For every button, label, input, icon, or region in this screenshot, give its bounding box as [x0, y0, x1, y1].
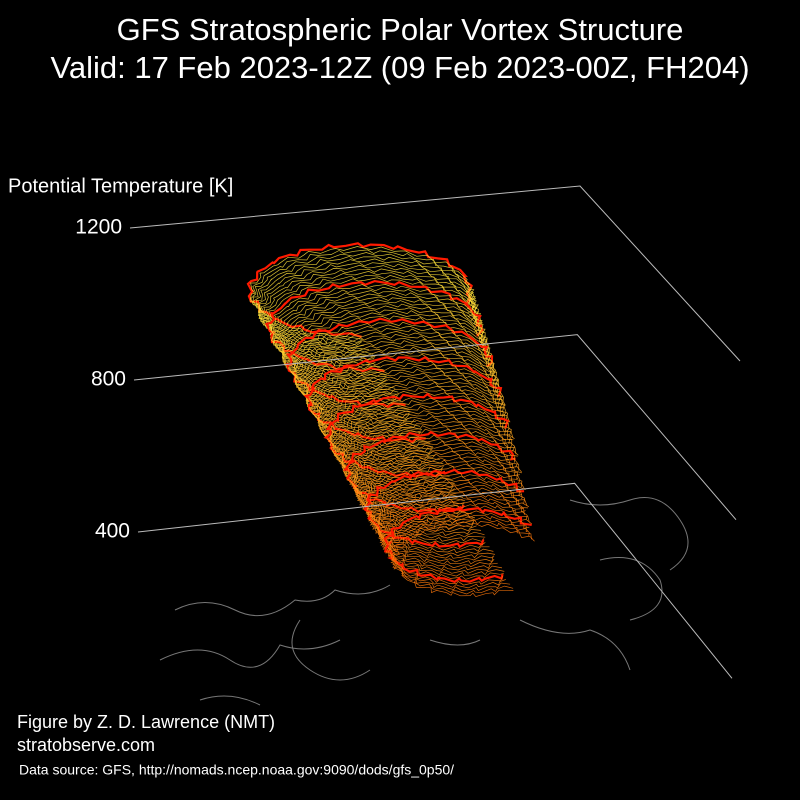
chart-subtitle: Valid: 17 Feb 2023-12Z (09 Feb 2023-00Z,…	[50, 50, 749, 85]
vortex-contour	[265, 277, 483, 370]
vortex-contour	[308, 359, 504, 445]
vortex-contour	[346, 434, 516, 515]
vortex-contour	[367, 475, 523, 554]
vortex-contour-highlight	[246, 242, 473, 338]
vortex-contour	[361, 463, 525, 542]
vortex-contour	[356, 453, 519, 533]
vortex-contour	[340, 425, 519, 507]
vortex-contour	[274, 296, 488, 387]
vortex-contour	[297, 340, 500, 427]
vortex-contour	[287, 321, 495, 410]
vortex-contour-highlight	[363, 468, 525, 549]
vortex-contour	[354, 451, 520, 531]
vortex-surface	[246, 242, 535, 598]
vortex-contour	[385, 510, 530, 586]
vortex-contour	[350, 444, 522, 525]
vortex-contour	[273, 293, 486, 384]
z-tick-label: 800	[91, 368, 126, 391]
chart-title: GFS Stratospheric Polar Vortex Structure	[117, 12, 684, 47]
vortex-contour	[260, 268, 479, 361]
vortex-contour	[278, 303, 490, 393]
vortex-contour	[369, 478, 526, 557]
vortex-contour	[249, 246, 475, 340]
vortex-contour	[335, 412, 512, 495]
vortex-contour	[375, 491, 526, 569]
data-source: Data source: GFS, http://nomads.ncep.noa…	[19, 762, 454, 778]
vortex-contour	[259, 264, 479, 358]
vortex-contour	[380, 500, 530, 577]
vortex-contour	[365, 472, 522, 551]
z-tick-label: 1200	[75, 216, 122, 239]
vortex-contour	[256, 262, 478, 355]
vortex-contour-highlight	[265, 279, 484, 373]
grid-line	[137, 482, 733, 679]
vortex-contour	[359, 459, 523, 539]
vortex-contour	[303, 352, 500, 440]
vortex-contour	[333, 410, 514, 493]
z-tick-label: 400	[95, 520, 130, 543]
vortex-contour	[371, 482, 528, 559]
vortex-contour	[282, 312, 491, 402]
vortex-contour	[253, 256, 477, 348]
vortex-contour-highlight	[285, 317, 494, 409]
grid-line	[133, 334, 737, 520]
z-axis-label: Potential Temperature [K]	[8, 175, 233, 197]
vortex-contour	[378, 498, 528, 574]
vortex-contour	[372, 485, 530, 563]
vortex-contour	[338, 419, 516, 501]
vortex-contour	[377, 494, 525, 571]
vortex-contour	[388, 516, 530, 592]
credit: Figure by Z. D. Lawrence (NMT)	[17, 712, 275, 732]
vortex-contour	[309, 362, 504, 449]
grid-line	[129, 185, 741, 362]
vortex-contour	[349, 440, 520, 521]
vortex-contour	[299, 343, 500, 431]
vortex-contour	[313, 371, 504, 458]
vortex-contour	[390, 519, 532, 595]
coastlines	[159, 497, 689, 706]
vortex-contour-highlight	[383, 505, 532, 584]
vortex-contour	[316, 378, 507, 463]
vortex-contour	[272, 290, 486, 382]
vortex-contour	[357, 457, 521, 536]
vortex-contour	[387, 513, 528, 589]
vortex-contour	[335, 416, 513, 498]
vortex-contour	[391, 522, 535, 598]
vortex-contour-highlight	[323, 392, 510, 478]
website: stratobserve.com	[17, 735, 155, 755]
vortex-contour	[330, 403, 514, 487]
vortex-contour	[331, 406, 515, 489]
